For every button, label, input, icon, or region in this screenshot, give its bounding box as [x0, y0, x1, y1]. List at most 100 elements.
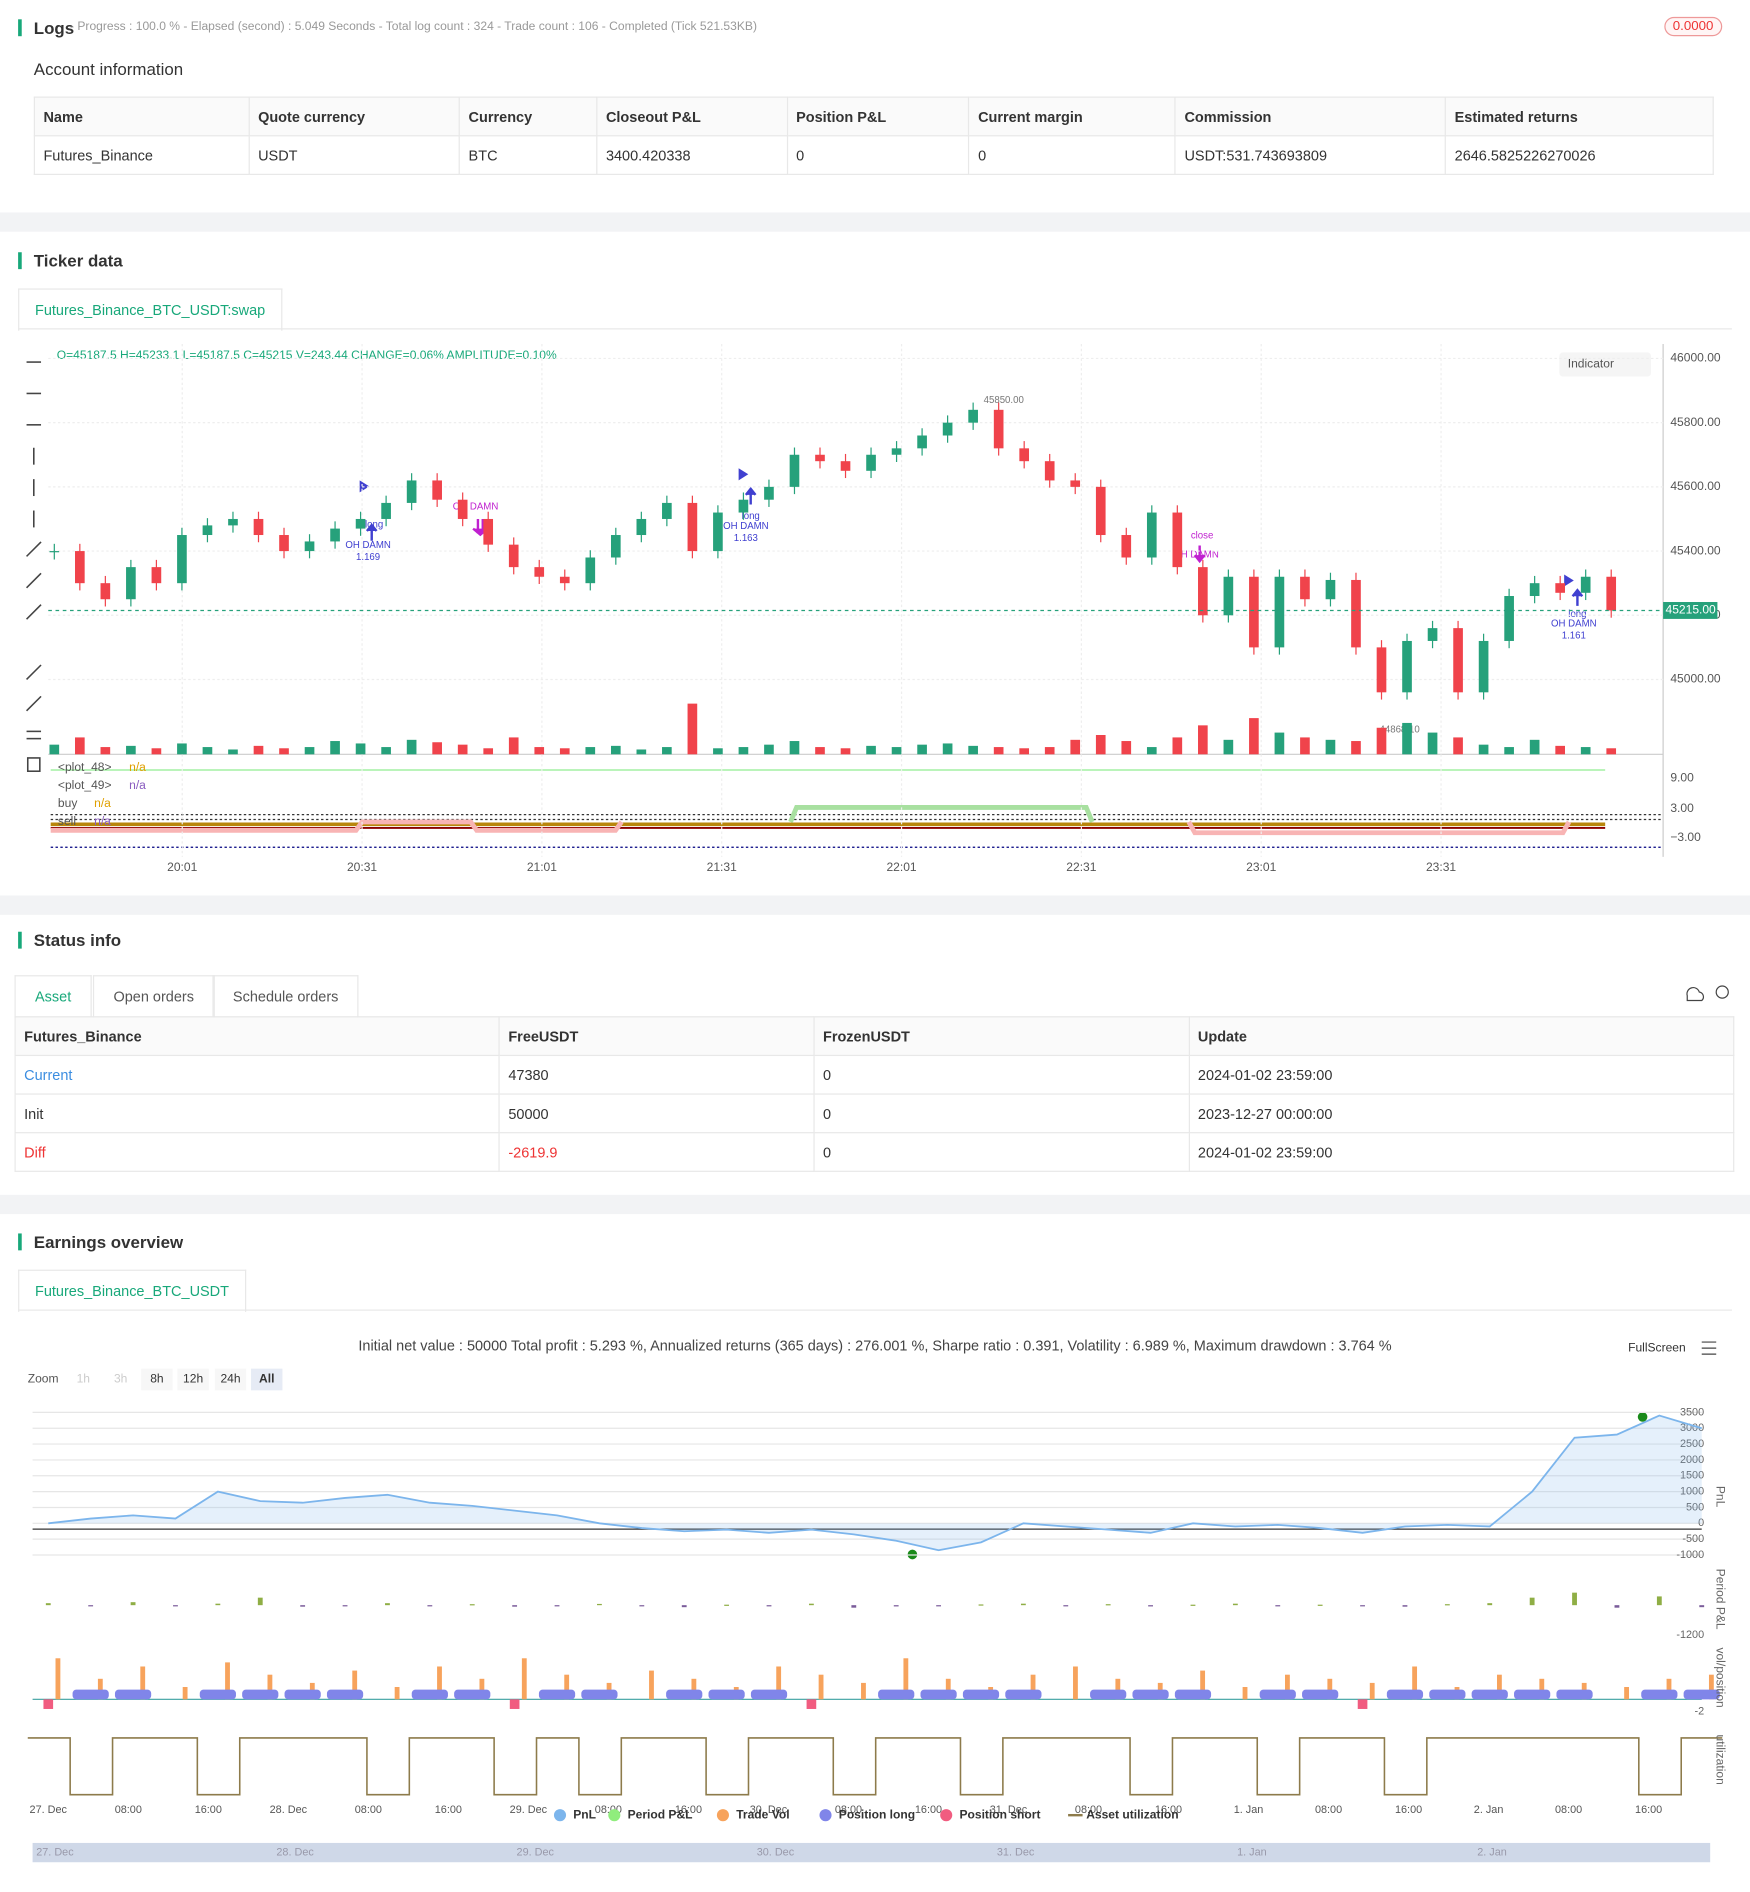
- volume-bar: [1019, 748, 1030, 755]
- navigator[interactable]: [32, 1842, 1711, 1863]
- trade-vol-bar: [776, 1666, 782, 1700]
- candle: [1044, 461, 1055, 481]
- zoom-button[interactable]: [105, 1368, 137, 1391]
- position-long: [1132, 1689, 1169, 1700]
- period-bar: [1699, 1605, 1705, 1608]
- y-tick-label: -500: [1682, 1533, 1704, 1545]
- candle: [177, 535, 187, 584]
- header-cell: Closeout P&L: [596, 96, 788, 137]
- trade-vol-bar: [649, 1670, 654, 1700]
- annotation: 44868.10: [1379, 725, 1419, 736]
- navigator-label: 27. Dec: [36, 1846, 74, 1858]
- legend-label[interactable]: PnL: [573, 1807, 596, 1821]
- header-cell: Name: [33, 96, 250, 137]
- divider: [0, 895, 1750, 915]
- zoom-button[interactable]: [67, 1368, 99, 1391]
- legend-label[interactable]: Position long: [839, 1807, 915, 1821]
- period-bar: [766, 1605, 772, 1607]
- x-tick-label: 21:31: [707, 860, 737, 874]
- candle: [1453, 628, 1463, 693]
- navigator-label: 1. Jan: [1237, 1846, 1267, 1858]
- x-tick-label: 23:31: [1426, 860, 1456, 874]
- tab-line: [18, 328, 1732, 330]
- volume-bar: [1504, 747, 1514, 755]
- position-long: [708, 1689, 745, 1700]
- indicator-label[interactable]: Indicator: [1568, 357, 1614, 371]
- period-bar: [1317, 1604, 1323, 1606]
- position-long: [454, 1689, 491, 1700]
- zoom-button[interactable]: [177, 1368, 209, 1391]
- pnl-line: [48, 1414, 1702, 1552]
- legend-label[interactable]: Asset utilization: [1086, 1807, 1178, 1821]
- x-tick-label: 22:31: [1066, 860, 1096, 874]
- period-bar: [469, 1604, 475, 1606]
- volume-bar: [993, 747, 1004, 755]
- volume-bar: [228, 749, 238, 755]
- volume-bar: [738, 747, 749, 755]
- cell: Current: [14, 1054, 500, 1095]
- candle: [815, 454, 825, 462]
- volume-bar: [866, 745, 876, 755]
- period-bar: [1656, 1596, 1662, 1606]
- y-tick-label: -1200: [1676, 1629, 1704, 1641]
- volume-bar: [1070, 739, 1081, 755]
- position-long: [878, 1689, 915, 1700]
- tab[interactable]: Futures_Binance_BTC_USDT:swap: [18, 288, 283, 331]
- position-long: [242, 1689, 279, 1700]
- candle: [968, 409, 978, 423]
- trade-vol-bar: [267, 1674, 273, 1700]
- trade-vol-bar: [1073, 1666, 1078, 1700]
- y-tick-label: 45400.00: [1670, 543, 1721, 557]
- tab-line: [18, 1309, 1732, 1311]
- zoom-button[interactable]: [141, 1368, 173, 1391]
- volume-bar: [177, 743, 187, 755]
- volume-bar: [1351, 741, 1361, 755]
- annotation: 1.169: [356, 552, 380, 563]
- legend-label[interactable]: Trade Vol: [736, 1807, 789, 1821]
- volume-bar: [1274, 732, 1285, 755]
- candle: [1606, 576, 1617, 611]
- tab[interactable]: Open orders: [92, 975, 215, 1018]
- header-row: Futures_Binance FreeUSDT FrozenUSDT Update: [14, 1016, 1735, 1057]
- volume-bar: [1095, 735, 1106, 755]
- x-tick-label: 23:01: [1246, 860, 1276, 874]
- zoom-button[interactable]: [214, 1368, 247, 1391]
- volume-bar: [100, 747, 111, 755]
- volume-bar: [687, 703, 698, 755]
- zoom-button[interactable]: [251, 1368, 283, 1391]
- tab[interactable]: Schedule orders: [212, 975, 359, 1018]
- last-price-label: 45215.00: [1666, 603, 1717, 617]
- cell: 47380: [498, 1054, 815, 1095]
- trade-vol-bar: [945, 1678, 951, 1700]
- tab[interactable]: Asset: [14, 975, 92, 1018]
- legend-label[interactable]: Period P&L: [628, 1807, 693, 1821]
- header-cell: Estimated returns: [1444, 96, 1714, 137]
- position-long: [1259, 1689, 1296, 1700]
- candle: [75, 551, 85, 584]
- y-tick-label: 2500: [1680, 1438, 1704, 1450]
- candle: [151, 567, 162, 584]
- y-tick-label: 45600.00: [1670, 479, 1721, 493]
- tab[interactable]: Futures_Binance_BTC_USDT: [18, 1269, 246, 1312]
- legend-value: n/a: [129, 760, 146, 774]
- candle: [304, 541, 315, 552]
- zoom-button-label: 1h: [77, 1372, 90, 1386]
- annotation: long: [365, 520, 383, 531]
- cell: 0: [786, 135, 970, 176]
- x-tick-label: 27. Dec: [30, 1804, 68, 1816]
- trade-vol-bar: [97, 1678, 103, 1700]
- candle: [866, 454, 876, 471]
- volume-bar: [789, 741, 800, 755]
- candle: [330, 528, 340, 542]
- x-tick-label: 16:00: [1155, 1804, 1182, 1816]
- candle: [534, 567, 545, 577]
- candle: [738, 499, 749, 513]
- position-long: [1005, 1689, 1042, 1700]
- navigator-label: 29. Dec: [517, 1846, 555, 1858]
- zoom-button-label: 8h: [150, 1372, 163, 1386]
- cell: USDT: [248, 135, 461, 176]
- badge: 0.0000: [1664, 16, 1722, 37]
- candle: [457, 499, 468, 519]
- legend-label[interactable]: Position short: [959, 1807, 1040, 1821]
